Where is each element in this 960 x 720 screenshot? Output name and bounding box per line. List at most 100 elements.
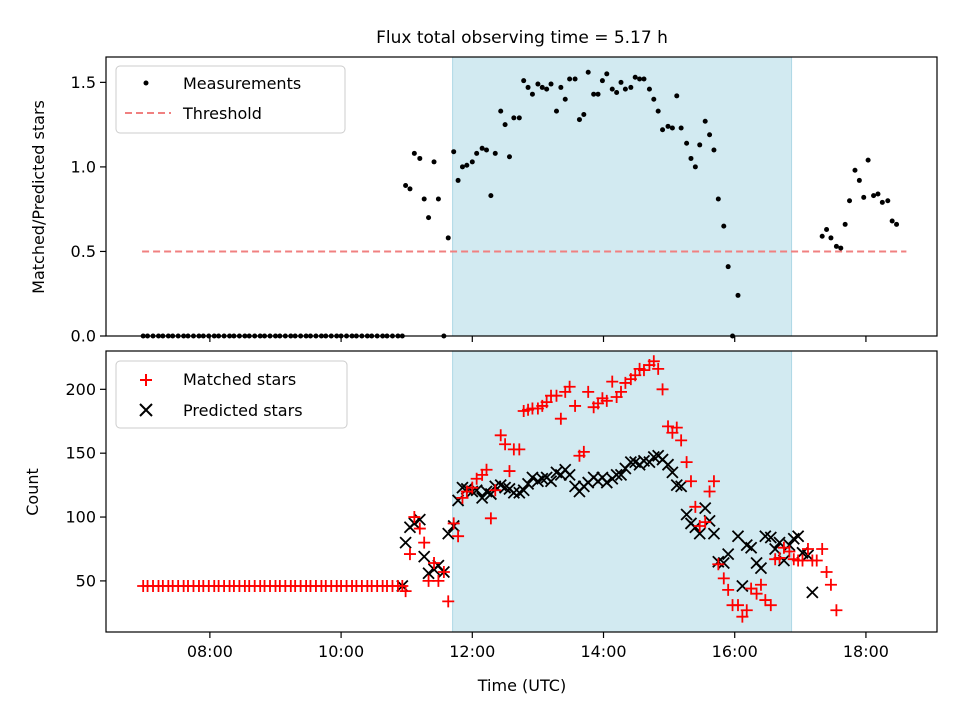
predicted-star-point: [536, 472, 549, 485]
predicted-star-point: [507, 486, 520, 499]
measurement-point: [861, 194, 867, 200]
predicted-star-point: [699, 501, 712, 515]
matched-star-point: [712, 558, 725, 571]
measurement-point: [628, 84, 634, 90]
measurement-point: [660, 127, 666, 133]
measurement-point: [678, 125, 684, 131]
matched-star-point: [736, 610, 749, 623]
bottom-xticks: 08:00 10:00 12:00 14:00 16:00 18:00: [187, 632, 889, 661]
predicted-star-point: [408, 517, 421, 530]
measurement-point: [516, 115, 522, 121]
matched-star-point: [456, 491, 469, 504]
matched-star-point: [680, 456, 693, 469]
bottom-ytick-label: 50: [76, 571, 96, 590]
measurement-point: [735, 292, 741, 298]
matched-star-point: [494, 429, 507, 442]
measurement-point: [459, 164, 465, 170]
matched-star-point: [563, 380, 576, 393]
top-ytick-label: 1.5: [71, 73, 96, 92]
matched-star-point: [764, 599, 777, 612]
measurement-point: [421, 196, 427, 202]
measurement-point: [506, 154, 512, 160]
measurement-point: [464, 162, 470, 168]
measurement-point: [455, 177, 461, 183]
measurement-point: [562, 96, 568, 102]
measurement-point: [581, 111, 587, 117]
measurement-point: [572, 76, 578, 82]
matched-star-point: [447, 517, 460, 530]
measurement-point: [669, 125, 675, 131]
bottom-legend-box: [115, 360, 348, 429]
matched-star-point: [717, 572, 730, 585]
measurement-point: [426, 215, 432, 221]
predicted-star-point: [670, 478, 683, 492]
measurement-point: [715, 196, 721, 202]
measurement-point: [407, 186, 413, 192]
matched-star-point: [773, 551, 786, 564]
measurement-point: [403, 183, 409, 189]
matched-star-point: [816, 542, 829, 555]
bottom-ytick-label: 100: [65, 508, 96, 527]
measurement-point: [451, 149, 457, 155]
xtick-label: 16:00: [712, 642, 758, 661]
matched-star-point: [582, 385, 595, 398]
matched-star-point: [801, 542, 814, 555]
top-panel: 0.0 0.5 1.0 1.5 Matched/Predicted stars Mea…: [29, 56, 938, 346]
predicted-star-point: [806, 586, 819, 599]
matched-star-point: [754, 578, 767, 591]
matched-star-point: [652, 362, 665, 375]
predicted-star-point: [717, 556, 730, 570]
measurement-point: [567, 76, 573, 82]
measurement-point: [632, 74, 638, 80]
measurement-point: [852, 167, 858, 173]
measurement-point: [725, 264, 731, 270]
measurement-point: [525, 84, 531, 90]
measurement-point: [488, 193, 494, 199]
measurement-point: [688, 155, 694, 161]
matched-star-point: [432, 574, 445, 587]
predicted-star-point: [476, 491, 489, 505]
matched-star-point: [600, 394, 613, 407]
predicted-star-point: [399, 536, 412, 549]
matched-star-point: [675, 434, 688, 447]
bottom-legend: Matched stars Predicted stars: [115, 360, 348, 429]
measurement-point: [544, 86, 550, 92]
measurement-point: [819, 233, 825, 239]
measurement-point: [879, 199, 885, 205]
matched-star-point: [577, 445, 590, 458]
predicted-star-point: [442, 527, 455, 540]
predicted-star-point: [722, 547, 735, 561]
measurement-point: [435, 196, 441, 202]
measurement-point: [417, 155, 423, 161]
matched-star-point: [629, 369, 642, 382]
predicted-star-point: [744, 541, 758, 554]
matched-star-point: [540, 396, 553, 409]
measurement-point: [484, 147, 490, 153]
predicted-star-point: [614, 468, 628, 482]
measurement-point: [894, 221, 900, 227]
legend-predicted-label: Predicted stars: [183, 401, 303, 420]
matched-star-point: [428, 557, 441, 570]
bottom-matched-layer: [137, 355, 843, 623]
predicted-star-point: [526, 471, 539, 484]
matched-star-point: [684, 475, 697, 488]
measurement-point: [674, 93, 680, 99]
predicted-star-point: [764, 531, 777, 544]
predicted-star-point: [736, 579, 749, 593]
matched-star-point: [484, 512, 497, 525]
measurement-point: [469, 159, 475, 165]
matched-star-point: [740, 604, 753, 617]
bottom-y-axis-label: Count: [23, 468, 42, 516]
measurement-point: [498, 108, 504, 114]
top-legend-box: [115, 65, 346, 134]
measurement-point: [411, 150, 417, 156]
legend-predicted-marker: [139, 403, 153, 417]
measurement-point: [618, 79, 624, 85]
predicted-star-point: [647, 450, 660, 464]
matched-star-point: [662, 420, 675, 433]
matched-star-point: [759, 594, 772, 607]
matched-star-point: [783, 545, 796, 558]
measurement-point: [824, 226, 830, 232]
matched-star-point: [413, 522, 426, 535]
